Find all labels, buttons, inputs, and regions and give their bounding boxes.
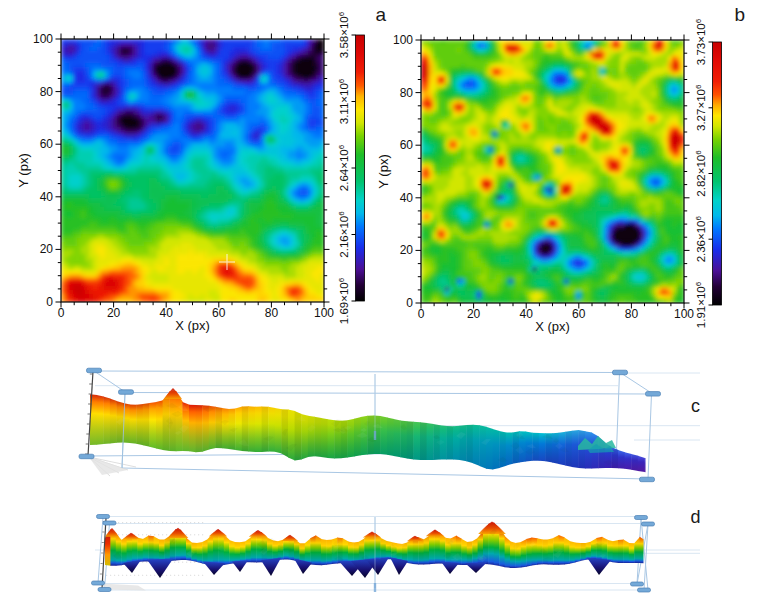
svg-text:40: 40 <box>520 307 534 321</box>
svg-text:60: 60 <box>212 306 226 320</box>
svg-text:100: 100 <box>674 307 694 321</box>
svg-text:0: 0 <box>418 307 425 321</box>
svg-text:0: 0 <box>406 296 413 310</box>
svg-text:40: 40 <box>400 191 414 205</box>
svg-text:100: 100 <box>314 306 334 320</box>
svg-text:Y (px): Y (px) <box>16 153 31 187</box>
svg-text:3.11×106: 3.11×106 <box>337 78 350 124</box>
svg-text:2.82×106: 2.82×106 <box>694 150 707 197</box>
svg-text:80: 80 <box>625 307 639 321</box>
svg-text:2.16×106: 2.16×106 <box>337 211 350 258</box>
svg-text:100: 100 <box>393 33 413 47</box>
svg-text:20: 20 <box>40 242 54 256</box>
svg-text:80: 80 <box>265 306 279 320</box>
svg-text:a: a <box>376 4 387 25</box>
svg-text:20: 20 <box>107 306 121 320</box>
svg-text:X (px): X (px) <box>175 318 210 333</box>
svg-text:Y (px): Y (px) <box>376 154 391 188</box>
svg-text:1.69×106: 1.69×106 <box>337 277 350 324</box>
svg-text:3.58×106: 3.58×106 <box>337 11 350 58</box>
svg-text:d: d <box>691 507 701 527</box>
svg-text:b: b <box>735 4 746 25</box>
svg-text:20: 20 <box>467 307 481 321</box>
svg-text:0: 0 <box>46 295 53 309</box>
svg-text:0: 0 <box>58 306 65 320</box>
svg-text:40: 40 <box>160 306 174 320</box>
svg-text:3.73×106: 3.73×106 <box>694 18 707 65</box>
svg-text:20: 20 <box>400 243 414 257</box>
svg-text:1.91×106: 1.91×106 <box>694 281 707 328</box>
svg-text:60: 60 <box>400 138 414 152</box>
svg-text:c: c <box>691 396 700 416</box>
svg-text:60: 60 <box>572 307 586 321</box>
svg-text:60: 60 <box>40 137 54 151</box>
svg-text:X (px): X (px) <box>535 319 570 334</box>
svg-text:2.36×106: 2.36×106 <box>694 215 707 262</box>
svg-text:80: 80 <box>400 86 414 100</box>
svg-text:100: 100 <box>33 32 53 46</box>
svg-text:2.64×106: 2.64×106 <box>337 144 350 191</box>
svg-text:3.27×106: 3.27×106 <box>694 84 707 131</box>
svg-text:80: 80 <box>40 85 54 99</box>
svg-text:40: 40 <box>40 190 54 204</box>
